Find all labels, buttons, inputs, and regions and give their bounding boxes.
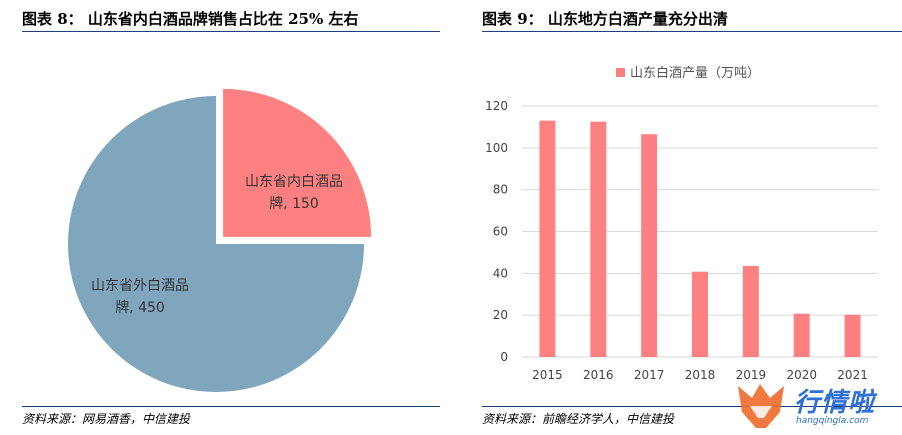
left-title-rule (22, 31, 440, 32)
right-figure-panel: 图表 9： 山东地方白酒产量充分出清 0 20 40 60 80 100 120 山东白酒产量… (466, 0, 902, 435)
legend-swatch (616, 68, 625, 77)
pie-slice (223, 88, 372, 237)
y-tick-label: 100 (485, 141, 508, 155)
x-tick-label: 2020 (786, 368, 817, 382)
bar (641, 134, 658, 357)
bar (793, 313, 810, 357)
x-tick-label: 2019 (736, 368, 767, 382)
x-tick-label: 2016 (583, 368, 614, 382)
left-source-note: 资料来源：网易酒香，中信建投 (22, 412, 191, 426)
y-tick-label: 80 (493, 183, 508, 197)
watermark-url: hangqingla.com (796, 416, 869, 426)
pie-slice-label: 山东省内白酒品牌, 150 (245, 174, 343, 212)
legend-label: 山东白酒产量（万吨） (630, 65, 760, 81)
right-source-note: 资料来源：前瞻经济学人，中信建投 (482, 412, 675, 426)
x-tick-label: 2021 (837, 368, 868, 382)
pie-slice-label: 山东省外白酒品牌, 450 (91, 278, 189, 316)
left-figure-title: 图表 8： 山东省内白酒品牌销售占比在 25% 左右 (22, 10, 359, 28)
right-source-rule (482, 406, 902, 407)
x-tick-label: 2015 (532, 368, 563, 382)
bar (692, 271, 708, 357)
pie-slice (68, 96, 364, 392)
x-tick-label: 2018 (685, 368, 716, 382)
y-tick-label: 60 (493, 225, 508, 239)
right-title-rule (482, 31, 902, 32)
bar (539, 120, 556, 358)
bar (742, 266, 759, 357)
watermark: 行情啦 hangqingla.com (730, 378, 902, 435)
right-figure-title: 图表 9： 山东地方白酒产量充分出清 (482, 10, 728, 28)
x-tick-label: 2017 (634, 368, 665, 382)
y-tick-label: 20 (493, 308, 508, 322)
bar (844, 314, 861, 357)
y-tick-label: 120 (485, 99, 508, 113)
left-figure-panel: 图表 8： 山东省内白酒品牌销售占比在 25% 左右 山东省内白酒品牌, 150… (0, 0, 440, 435)
watermark-logo-icon (738, 384, 784, 428)
bar-chart: 0 20 40 60 80 100 120 山东白酒产量（万吨） 2015 2016 2017 201… (485, 65, 878, 382)
watermark-text: 行情啦 (794, 388, 876, 418)
y-tick-label: 0 (500, 350, 508, 364)
pie-chart: 山东省内白酒品牌, 150 山东省外白酒品牌, 450 (68, 88, 372, 392)
bar (590, 121, 607, 357)
left-source-rule (22, 406, 440, 407)
y-tick-label: 40 (493, 266, 508, 280)
